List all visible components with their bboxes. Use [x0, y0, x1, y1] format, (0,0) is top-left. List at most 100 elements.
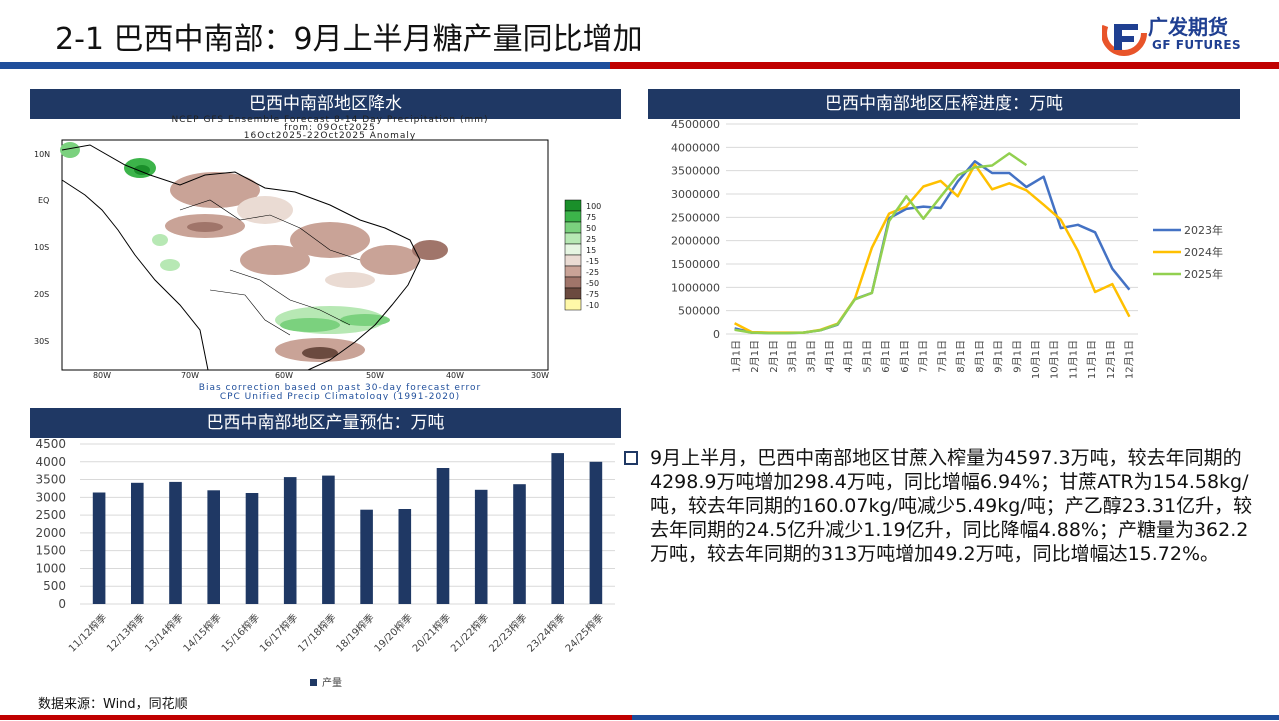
map-title-line-1: NCEP GFS Ensemble Forecast 8-14 Day Prec… [171, 115, 488, 125]
bar [322, 475, 335, 604]
y-tick-label: 2500 [35, 508, 66, 522]
bullet-square-icon [624, 451, 638, 465]
bar [436, 468, 450, 604]
x-tick-label: 2月1日 [768, 340, 780, 373]
lat-label: 30S [34, 337, 49, 346]
bar [245, 493, 259, 604]
y-tick-label: 1500 [35, 544, 66, 558]
y-tick-label: 500 [43, 579, 66, 593]
lon-label: 30W [531, 371, 549, 380]
data-source: 数据来源：Wind，同花顺 [38, 697, 188, 712]
legend-swatch [310, 679, 317, 686]
x-tick-label: 3月1日 [805, 340, 817, 373]
south-america-outline [61, 144, 421, 371]
x-tick-label: 12月1日 [1105, 340, 1117, 379]
legend-label: 2023年 [1184, 223, 1223, 237]
lon-label: 80W [93, 371, 111, 380]
legend-swatch [564, 221, 582, 234]
legend-swatch [564, 287, 582, 300]
bar [283, 477, 297, 604]
footer-rule [0, 715, 1279, 720]
bar [589, 461, 603, 604]
bar [92, 492, 106, 604]
x-tick-label: 15/16榨季 [218, 611, 262, 655]
y-tick-label: 1500000 [671, 258, 720, 271]
y-tick-label: 1000 [35, 561, 66, 575]
legend-label: 100 [586, 202, 601, 211]
x-tick-label: 8月1日 [955, 340, 967, 373]
logo-name-cn: 广发期货 [1148, 15, 1228, 39]
y-tick-label: 0 [713, 328, 720, 341]
y-tick-label: 4500000 [671, 118, 720, 131]
x-tick-label: 24/25榨季 [562, 611, 606, 655]
x-tick-label: 6月1日 [880, 340, 892, 373]
x-tick-label: 12/13榨季 [104, 611, 148, 655]
x-tick-label: 21/22榨季 [448, 611, 492, 655]
x-tick-label: 12月1日 [1124, 340, 1136, 379]
y-tick-label: 4500 [35, 437, 66, 451]
legend-swatch [564, 210, 582, 223]
x-tick-label: 13/14榨季 [142, 611, 186, 655]
x-tick-label: 20/21榨季 [409, 611, 453, 655]
x-tick-label: 14/15榨季 [180, 611, 224, 655]
legend-swatch [564, 243, 582, 256]
legend-swatch [564, 199, 582, 212]
crush-progress-chart: 0 500000 1000000 1500000 2000000 2500000 30000… [671, 118, 1223, 379]
legend-label: -10 [586, 301, 599, 310]
crush-panel-header: 巴西中南部地区压榨进度：万吨 [648, 89, 1240, 119]
map-title-line-2: from: 09Oct2025 [284, 123, 376, 133]
commentary-text: 9月上半月，巴西中南部地区甘蔗入榨量为4597.3万吨，较去年同期的4298.9… [650, 447, 1253, 565]
series-line-2024年 [734, 163, 1131, 334]
output-panel-header: 巴西中南部地区产量预估：万吨 [30, 408, 621, 438]
x-tick-label: 18/19榨季 [333, 611, 377, 655]
logo-name-en: GF FUTURES [1152, 38, 1242, 52]
legend-swatch [564, 298, 582, 311]
precip-panel-header: 巴西中南部地区降水 [30, 89, 621, 119]
y-tick-label: 3500 [35, 473, 66, 487]
y-tick-label: 2000 [35, 526, 66, 540]
bar [360, 509, 373, 604]
legend-swatch [564, 276, 582, 289]
x-tick-label: 10月1日 [1049, 340, 1061, 379]
lat-label: EQ [38, 196, 49, 205]
legend-label: -25 [586, 268, 599, 277]
lon-label: 70W [181, 371, 199, 380]
bar [131, 482, 144, 604]
y-tick-label: 4000000 [671, 141, 720, 154]
x-tick-label: 19/20榨季 [371, 611, 415, 655]
lon-label: 40W [446, 371, 464, 380]
precip-anomaly-map: NCEP GFS Ensemble Forecast 8-14 Day Prec… [34, 115, 601, 400]
series-line-2023年 [734, 160, 1131, 335]
lat-label: 10N [34, 150, 50, 159]
x-tick-label: 17/18榨季 [295, 611, 339, 655]
bar [513, 484, 526, 604]
y-tick-label: 3000000 [671, 188, 720, 201]
bar [398, 509, 412, 604]
legend-label: 25 [586, 235, 596, 244]
gf-logo-icon [1102, 10, 1147, 56]
legend-label: -15 [586, 257, 599, 266]
x-tick-label: 7月1日 [918, 340, 930, 373]
x-tick-label: 11/12榨季 [66, 611, 110, 655]
y-tick-label: 4000 [35, 455, 66, 469]
bar [474, 489, 488, 604]
map-footer-line-2: CPC Unified Precip Climatology (1991-202… [220, 392, 460, 400]
x-tick-label: 9月1日 [1011, 340, 1023, 373]
x-tick-label: 22/23榨季 [486, 611, 530, 655]
legend-label: 15 [586, 246, 596, 255]
slide-title: 2-1 巴西中南部：9月上半月糖产量同比增加 [55, 22, 643, 57]
x-tick-label: 5月1日 [861, 340, 873, 373]
x-tick-label: 3月1日 [787, 340, 799, 373]
map-title-line-3: 16Oct2025-22Oct2025 Anomaly [244, 131, 416, 141]
bar [551, 453, 564, 604]
x-tick-label: 9月1日 [993, 340, 1005, 373]
legend-label: 2024年 [1184, 245, 1223, 259]
x-tick-label: 2月1日 [749, 340, 761, 373]
y-tick-label: 3500000 [671, 165, 720, 178]
x-tick-label: 7月1日 [936, 340, 948, 373]
x-tick-label: 23/24榨季 [524, 611, 568, 655]
x-tick-label: 8月1日 [974, 340, 986, 373]
series-line-2025年 [734, 152, 1028, 335]
header-rule [0, 62, 1279, 69]
x-tick-label: 4月1日 [824, 340, 836, 373]
